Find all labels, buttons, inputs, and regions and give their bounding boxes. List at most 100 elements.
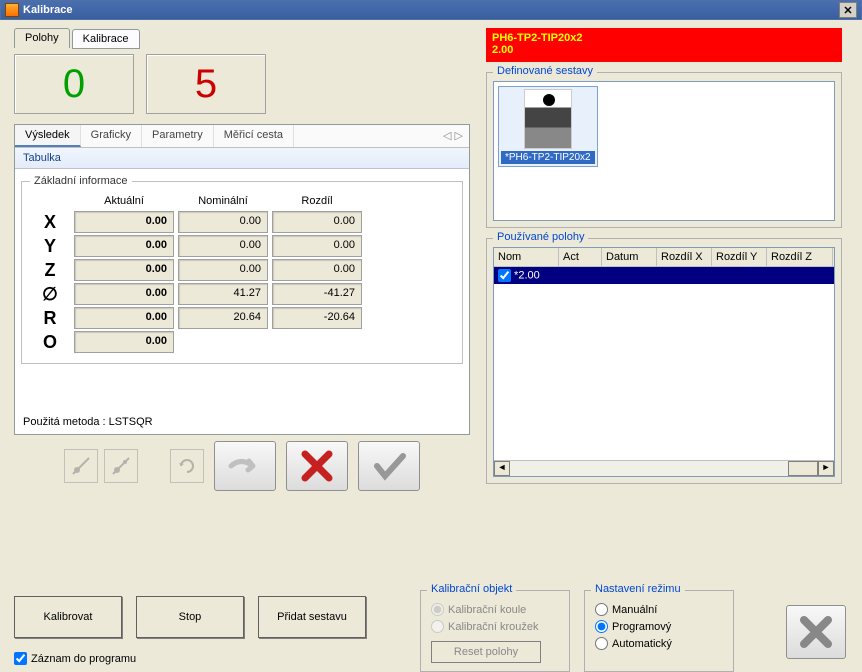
row-label: Y <box>30 236 70 257</box>
aktual-value: 0.00 <box>74 235 174 257</box>
kalibrovat-button[interactable]: Kalibrovat <box>14 596 122 638</box>
row-label: O <box>30 332 70 353</box>
defined-assemblies-legend: Definované sestavy <box>493 65 597 77</box>
positions-header: NomActDatumRozdíl XRozdíl YRozdíl Z <box>494 248 834 267</box>
rozdil-value: -20.64 <box>272 307 362 329</box>
nominal-value: 41.27 <box>178 283 268 305</box>
assembly-item[interactable]: *PH6-TP2-TIP20x2 <box>498 86 598 167</box>
row-label: ∅ <box>30 284 70 305</box>
scroll-thumb[interactable] <box>788 461 818 476</box>
scroll-right-icon[interactable]: ► <box>818 461 834 476</box>
close-button[interactable]: ✕ <box>839 2 857 18</box>
pos-cell-nom[interactable]: *2.00 <box>494 267 559 284</box>
tab-kalibrace[interactable]: Kalibrace <box>72 29 140 49</box>
mode-legend: Nastavení režimu <box>591 583 685 595</box>
tab-merici[interactable]: Měřicí cesta <box>214 125 294 147</box>
bottom-buttons: Kalibrovat Stop Přidat sestavu <box>14 596 366 638</box>
nominal-value: 0.00 <box>178 235 268 257</box>
info-row: Z0.000.000.00 <box>30 259 454 281</box>
info-row: Y0.000.000.00 <box>30 235 454 257</box>
nominal-value: 0.00 <box>178 259 268 281</box>
calib-krouzek-radio <box>431 620 444 633</box>
pos-row-checkbox[interactable] <box>498 269 511 282</box>
pos-cell <box>602 267 657 284</box>
h-scrollbar[interactable]: ◄ ► <box>494 460 834 476</box>
record-checkbox-row: Záznam do programu <box>14 652 136 665</box>
stop-button[interactable]: Stop <box>136 596 244 638</box>
basic-info-group: Základní informace Aktuální Nominální Ro… <box>21 175 463 364</box>
pos-cell <box>657 267 712 284</box>
close-panel-button[interactable] <box>786 605 846 659</box>
rozdil-value: 0.00 <box>272 235 362 257</box>
titlebar: Kalibrace ✕ <box>0 0 862 20</box>
mode-auto-radio[interactable] <box>595 637 608 650</box>
mode-program-label: Programový <box>612 621 671 633</box>
defined-assemblies-group: Definované sestavy *PH6-TP2-TIP20x2 <box>486 72 842 228</box>
mode-manual-radio[interactable] <box>595 603 608 616</box>
counter-left-value: 0 <box>63 62 85 107</box>
tab-graficky[interactable]: Graficky <box>81 125 142 147</box>
assemblies-list[interactable]: *PH6-TP2-TIP20x2 <box>493 81 835 221</box>
col-aktualni: Aktuální <box>74 195 174 207</box>
counter-left: 0 <box>14 54 134 114</box>
mode-program-radio[interactable] <box>595 620 608 633</box>
mode-manual-label: Manuální <box>612 604 657 616</box>
mode-auto-label: Automatický <box>612 638 672 650</box>
tab-vysledek[interactable]: Výsledek <box>15 125 81 147</box>
arrow-button[interactable] <box>214 441 276 491</box>
nominal-value: 0.00 <box>178 211 268 233</box>
pos-col-header[interactable]: Nom <box>494 248 559 266</box>
tab-polohy[interactable]: Polohy <box>14 28 70 48</box>
positions-row[interactable]: *2.00 <box>494 267 834 284</box>
info-row: R0.0020.64-20.64 <box>30 307 454 329</box>
confirm-check-button[interactable] <box>358 441 420 491</box>
record-checkbox[interactable] <box>14 652 27 665</box>
tab-nav-arrows[interactable]: ◁ ▷ <box>437 125 469 147</box>
result-tabs: Výsledek Graficky Parametry Měřicí cesta… <box>15 125 469 148</box>
calib-object-legend: Kalibrační objekt <box>427 583 516 595</box>
used-positions-legend: Používané polohy <box>493 231 588 243</box>
pos-cell <box>767 267 833 284</box>
result-panel: Výsledek Graficky Parametry Měřicí cesta… <box>14 124 470 435</box>
cancel-x-button[interactable] <box>286 441 348 491</box>
pos-col-header[interactable]: Rozdíl Z <box>767 248 833 266</box>
tab-parametry[interactable]: Parametry <box>142 125 214 147</box>
pos-cell <box>559 267 602 284</box>
positions-table[interactable]: NomActDatumRozdíl XRozdíl YRozdíl Z *2.0… <box>493 247 835 477</box>
method-line: Použitá metoda : LSTSQR <box>15 410 469 434</box>
rozdil-value: 0.00 <box>272 259 362 281</box>
refresh-icon[interactable] <box>170 449 204 483</box>
tool-pin2-icon[interactable] <box>104 449 138 483</box>
info-row: ∅0.0041.27-41.27 <box>30 283 454 305</box>
pos-col-header[interactable]: Datum <box>602 248 657 266</box>
row-label: R <box>30 308 70 329</box>
calib-object-group: Kalibrační objekt Kalibrační koule Kalib… <box>420 590 570 672</box>
col-nominalni: Nominální <box>178 195 268 207</box>
warning-banner: PH6-TP2-TIP20x2 2.00 <box>486 28 842 62</box>
row-label: X <box>30 212 70 233</box>
banner-line2: 2.00 <box>492 44 836 56</box>
pridat-button[interactable]: Přidat sestavu <box>258 596 366 638</box>
nominal-value: 20.64 <box>178 307 268 329</box>
aktual-value: 0.00 <box>74 307 174 329</box>
banner-line1: PH6-TP2-TIP20x2 <box>492 32 836 44</box>
pos-col-header[interactable]: Rozdíl X <box>657 248 712 266</box>
scroll-left-icon[interactable]: ◄ <box>494 461 510 476</box>
info-row: O0.00 <box>30 331 454 353</box>
rozdil-value: 0.00 <box>272 211 362 233</box>
aktual-value: 0.00 <box>74 259 174 281</box>
aktual-value: 0.00 <box>74 211 174 233</box>
tool-pin1-icon[interactable] <box>64 449 98 483</box>
calib-koule-label: Kalibrační koule <box>448 604 526 616</box>
result-subheader: Tabulka <box>15 148 469 169</box>
pos-col-header[interactable]: Act <box>559 248 602 266</box>
calib-krouzek-label: Kalibrační kroužek <box>448 621 539 633</box>
reset-polohy-button: Reset polohy <box>431 641 541 663</box>
pos-col-header[interactable]: Rozdíl Y <box>712 248 767 266</box>
used-positions-group: Používané polohy NomActDatumRozdíl XRozd… <box>486 238 842 484</box>
assembly-label: *PH6-TP2-TIP20x2 <box>501 151 595 164</box>
app-icon <box>5 3 19 17</box>
aktual-value: 0.00 <box>74 283 174 305</box>
assembly-thumb-icon <box>524 89 572 149</box>
calib-koule-radio <box>431 603 444 616</box>
